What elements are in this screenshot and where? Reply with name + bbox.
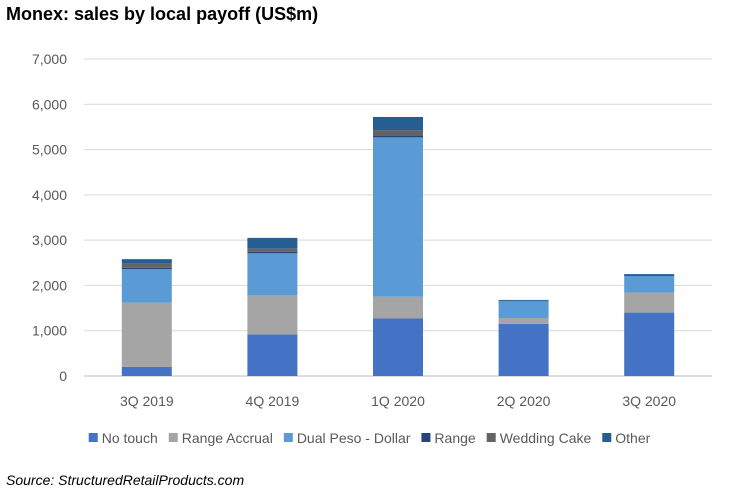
legend-item: Dual Peso - Dollar xyxy=(283,430,411,446)
legend-item: Range Accrual xyxy=(168,430,273,446)
legend-item: No touch xyxy=(88,430,158,446)
x-axis-tick-labels: 3Q 2019 4Q 2019 1Q 2020 2Q 2020 3Q 2020 xyxy=(120,393,676,409)
bar-segment xyxy=(121,267,172,270)
y-tick-label: 0 xyxy=(59,368,67,384)
bar-segment xyxy=(247,237,298,249)
bar-segment xyxy=(373,135,423,138)
legend-swatch xyxy=(168,433,178,442)
y-tick-label: 1,000 xyxy=(32,323,67,339)
source-note: Source: StructuredRetailProducts.com xyxy=(6,472,245,488)
x-tick-label: 3Q 2020 xyxy=(622,393,676,409)
bar-segment xyxy=(498,301,549,319)
x-tick-label: 3Q 2019 xyxy=(120,393,174,409)
bar-segment xyxy=(498,323,549,376)
bar-segment xyxy=(247,334,298,376)
bar-segment xyxy=(373,130,423,136)
legend-label: Range xyxy=(434,430,475,446)
y-tick-label: 4,000 xyxy=(32,187,67,203)
legend-item: Wedding Cake xyxy=(486,430,592,446)
legend-swatch xyxy=(283,433,293,442)
bar-segment xyxy=(247,295,298,335)
bar-segment xyxy=(247,251,298,254)
bar-segment xyxy=(121,269,172,303)
bar-segment xyxy=(121,302,172,367)
bar-segment xyxy=(624,292,675,313)
x-tick-label: 1Q 2020 xyxy=(371,393,425,409)
legend: No touch Range Accrual Dual Peso - Dollar R… xyxy=(88,430,651,446)
legend-swatch xyxy=(602,433,612,442)
bar-segment xyxy=(373,116,423,131)
bar-segment xyxy=(121,366,172,376)
chart-title: Monex: sales by local payoff (US$m) xyxy=(6,4,319,24)
y-tick-label: 2,000 xyxy=(32,277,67,293)
legend-label: No touch xyxy=(102,430,158,446)
bar-segment xyxy=(373,137,423,297)
legend-label: Range Accrual xyxy=(182,430,273,446)
legend-swatch xyxy=(486,433,496,442)
bar-segment xyxy=(247,253,298,296)
bar-segment xyxy=(373,318,423,376)
legend-swatch xyxy=(88,433,98,442)
x-tick-label: 2Q 2020 xyxy=(497,393,551,409)
bar-segment xyxy=(624,274,675,276)
legend-item: Range xyxy=(421,430,476,446)
bar-segment xyxy=(373,296,423,319)
y-tick-label: 5,000 xyxy=(32,142,67,158)
bar-segment xyxy=(121,259,172,264)
bar-segment xyxy=(498,299,549,301)
legend-label: Dual Peso - Dollar xyxy=(297,430,411,446)
bar-segment xyxy=(624,275,675,276)
y-tick-label: 7,000 xyxy=(32,51,67,67)
legend-label: Other xyxy=(615,430,650,446)
x-tick-label: 4Q 2019 xyxy=(246,393,300,409)
bar-segment xyxy=(498,318,549,324)
legend-item: Other xyxy=(602,430,651,446)
y-tick-label: 3,000 xyxy=(32,232,67,248)
bar-segment xyxy=(247,248,298,252)
bar-segment xyxy=(624,275,675,293)
legend-label: Wedding Cake xyxy=(500,430,592,446)
legend-swatch xyxy=(421,433,431,442)
y-tick-label: 6,000 xyxy=(32,96,67,112)
bar-segment xyxy=(624,312,675,376)
bar-segment xyxy=(121,263,172,268)
y-axis-tick-labels: 0 1,000 2,000 3,000 4,000 5,000 6,000 7,000 xyxy=(32,51,67,384)
bars xyxy=(121,116,675,376)
